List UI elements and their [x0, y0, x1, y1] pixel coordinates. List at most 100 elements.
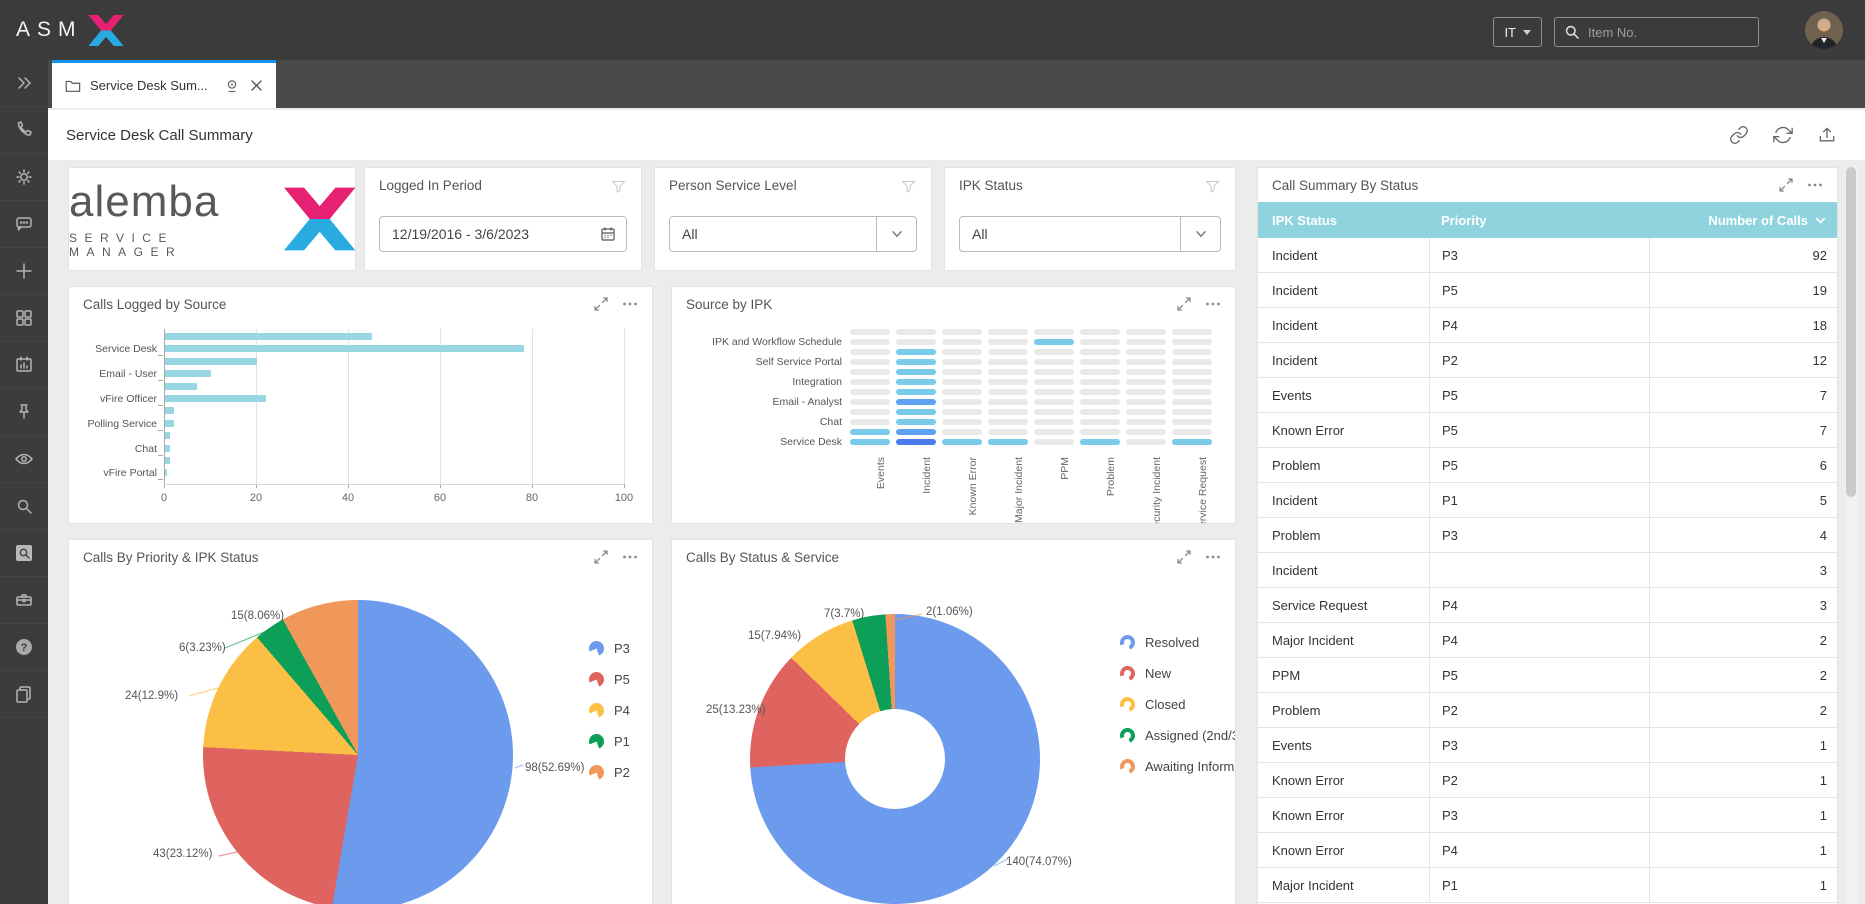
- axis-tick-label: 100: [609, 492, 639, 504]
- column-header-priority[interactable]: Priority: [1429, 213, 1649, 228]
- expand-icon[interactable]: [1779, 178, 1793, 192]
- phone-icon: [13, 119, 35, 141]
- calendar-button[interactable]: [590, 217, 626, 251]
- expand-icon[interactable]: [594, 550, 608, 564]
- sidebar-item-calls[interactable]: [0, 107, 48, 154]
- table-row[interactable]: IncidentP212: [1258, 343, 1837, 378]
- legend-item[interactable]: P4: [589, 702, 630, 718]
- table-row[interactable]: Known ErrorP21: [1258, 763, 1837, 798]
- filter-funnel-icon[interactable]: [900, 178, 917, 195]
- filter-funnel-icon[interactable]: [1204, 178, 1221, 195]
- legend-item[interactable]: P2: [589, 764, 630, 780]
- sidebar-item-apps[interactable]: [0, 295, 48, 342]
- slice-callout: 25(13.23%): [706, 704, 765, 716]
- heatmap-row-label: IPK and Workflow Schedule: [672, 337, 842, 348]
- heatmap-cell: [896, 439, 936, 445]
- sidebar-item-toolbox[interactable]: [0, 577, 48, 624]
- date-range-field[interactable]: 12/19/2016 - 3/6/2023: [379, 216, 627, 252]
- sidebar-item-windows[interactable]: [0, 671, 48, 718]
- legend-item[interactable]: Assigned (2nd/3: [1120, 727, 1236, 743]
- table-row[interactable]: Service RequestP43: [1258, 588, 1837, 623]
- dropdown-button[interactable]: [876, 217, 916, 251]
- sidebar-item-search[interactable]: [0, 483, 48, 530]
- app-logo[interactable]: ASM: [16, 0, 124, 60]
- expand-icon[interactable]: [594, 297, 608, 311]
- legend-item[interactable]: Closed: [1120, 696, 1236, 712]
- column-header-number-of-calls[interactable]: Number of Calls: [1649, 213, 1837, 228]
- vertical-scrollbar[interactable]: [1845, 167, 1857, 904]
- link-icon[interactable]: [1729, 125, 1749, 145]
- locate-icon[interactable]: [224, 78, 240, 94]
- sidebar-item-dashboard[interactable]: [0, 342, 48, 389]
- table-row[interactable]: Known ErrorP57: [1258, 413, 1837, 448]
- tab-service-desk-summary[interactable]: Service Desk Sum...: [52, 60, 276, 108]
- heatmap-cell: [850, 329, 890, 335]
- heatmap-cell: [850, 429, 890, 435]
- legend-item[interactable]: P1: [589, 733, 630, 749]
- column-header-ipk-status[interactable]: IPK Status: [1258, 213, 1429, 228]
- axis-tick-label: 0: [149, 492, 179, 504]
- table-row[interactable]: IncidentP418: [1258, 308, 1837, 343]
- category-tick: [158, 455, 163, 456]
- cell-priority: P5: [1429, 378, 1649, 412]
- sidebar-item-settings[interactable]: [0, 154, 48, 201]
- table-row[interactable]: IncidentP392: [1258, 238, 1837, 273]
- axis-tick: [624, 484, 625, 488]
- bar: [165, 420, 174, 427]
- avatar[interactable]: [1805, 11, 1843, 49]
- expand-icon[interactable]: [1177, 297, 1191, 311]
- more-options-icon[interactable]: [622, 301, 638, 307]
- sidebar-item-watch[interactable]: [0, 436, 48, 483]
- sidebar-item-expand[interactable]: [0, 60, 48, 107]
- heatmap-cell: [1126, 429, 1166, 435]
- service-level-select[interactable]: All: [669, 216, 917, 252]
- table-row[interactable]: Known ErrorP41: [1258, 833, 1837, 868]
- table-row[interactable]: Major IncidentP11: [1258, 868, 1837, 903]
- heatmap-cell: [988, 359, 1028, 365]
- sidebar-item-help[interactable]: ?: [0, 624, 48, 671]
- legend-item[interactable]: New: [1120, 665, 1236, 681]
- ipk-status-select[interactable]: All: [959, 216, 1221, 252]
- more-options-icon[interactable]: [1205, 554, 1221, 560]
- filter-funnel-icon[interactable]: [610, 178, 627, 195]
- heatmap-cell: [896, 379, 936, 385]
- heatmap-cell: [850, 359, 890, 365]
- dropdown-button[interactable]: [1180, 217, 1220, 251]
- sidebar-item-advanced-search[interactable]: [0, 530, 48, 577]
- pie-chart[interactable]: [203, 600, 513, 904]
- legend-item[interactable]: Resolved: [1120, 634, 1236, 650]
- cell-priority: P2: [1429, 693, 1649, 727]
- table-row[interactable]: Known ErrorP31: [1258, 798, 1837, 833]
- more-options-icon[interactable]: [1807, 182, 1823, 188]
- table-row[interactable]: EventsP31: [1258, 728, 1837, 763]
- sidebar-item-new[interactable]: [0, 248, 48, 295]
- table-row[interactable]: ProblemP56: [1258, 448, 1837, 483]
- table-row[interactable]: Incident3: [1258, 553, 1837, 588]
- heatmap-cell: [1034, 349, 1074, 355]
- table-row[interactable]: Major IncidentP42: [1258, 623, 1837, 658]
- cell-number-of-calls: 12: [1649, 343, 1837, 377]
- global-search[interactable]: Item No.: [1554, 17, 1759, 47]
- table-row[interactable]: ProblemP22: [1258, 693, 1837, 728]
- table-row[interactable]: IncidentP15: [1258, 483, 1837, 518]
- sidebar-item-pinned[interactable]: [0, 389, 48, 436]
- legend-item[interactable]: P3: [589, 640, 630, 656]
- sidebar-item-messages[interactable]: [0, 201, 48, 248]
- expand-icon[interactable]: [1177, 550, 1191, 564]
- legend-item[interactable]: Awaiting Informa: [1120, 758, 1236, 774]
- more-options-icon[interactable]: [1205, 301, 1221, 307]
- legend-item[interactable]: P5: [589, 671, 630, 687]
- export-icon[interactable]: [1817, 125, 1837, 145]
- gridline: [440, 329, 441, 484]
- table-row[interactable]: PPMP52: [1258, 658, 1837, 693]
- heatmap-column-label: Incident: [921, 457, 933, 494]
- bar: [165, 432, 170, 439]
- close-icon[interactable]: [249, 78, 264, 93]
- refresh-icon[interactable]: [1773, 125, 1793, 145]
- table-row[interactable]: IncidentP519: [1258, 273, 1837, 308]
- more-options-icon[interactable]: [622, 554, 638, 560]
- table-row[interactable]: EventsP57: [1258, 378, 1837, 413]
- scrollbar-thumb[interactable]: [1846, 167, 1856, 497]
- table-row[interactable]: ProblemP34: [1258, 518, 1837, 553]
- language-selector[interactable]: IT: [1493, 17, 1542, 47]
